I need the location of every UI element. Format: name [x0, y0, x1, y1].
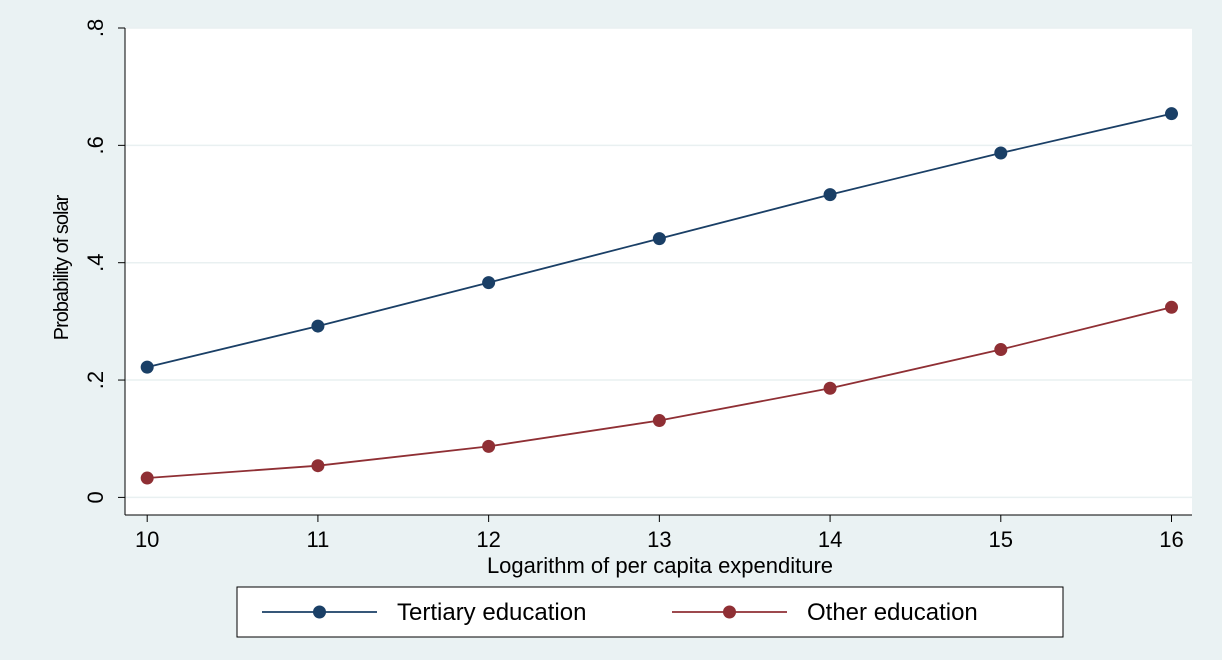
legend-label-other-education: Other education: [807, 599, 978, 626]
y-axis-title: Probability of solar: [51, 194, 73, 340]
legend-items: Tertiary education Other education: [262, 599, 978, 626]
y-tick-label: .2: [83, 371, 108, 389]
grid: [125, 27, 1192, 499]
legend-label-tertiary-education: Tertiary education: [397, 599, 586, 626]
series-point-other-education: [823, 381, 837, 395]
y-tick-label: .4: [83, 254, 108, 272]
x-tick-label: 12: [476, 527, 500, 552]
plot-area: [125, 28, 1192, 515]
axes: [124, 28, 1192, 516]
series-point-tertiary-education: [1165, 107, 1179, 121]
y-tick-label: .8: [83, 19, 108, 37]
legend-marker-tertiary-education: [313, 605, 326, 619]
series-point-tertiary-education: [140, 360, 154, 374]
series-point-tertiary-education: [311, 319, 325, 333]
series-point-other-education: [482, 439, 496, 453]
series-point-tertiary-education: [652, 232, 666, 246]
x-tick-label: 15: [989, 527, 1013, 552]
legend-marker-other-education: [723, 605, 736, 619]
x-tick-label: 10: [135, 527, 159, 552]
series-point-other-education: [652, 414, 666, 428]
series: [140, 107, 1179, 485]
series-point-tertiary-education: [994, 146, 1008, 160]
x-tick-label: 13: [647, 527, 671, 552]
x-axis-title: Logarithm of per capita expenditure: [487, 553, 833, 578]
series-point-tertiary-education: [482, 276, 496, 290]
ticks: 0 .2 .4 .6 .8 10 11 12 13 14 15 16: [83, 19, 1184, 552]
y-tick-label: 0: [83, 491, 108, 503]
x-tick-label: 16: [1159, 527, 1183, 552]
x-tick-label: 14: [818, 527, 842, 552]
series-point-other-education: [1165, 300, 1179, 314]
y-tick-label: .6: [83, 136, 108, 154]
series-point-other-education: [140, 471, 154, 485]
series-point-other-education: [311, 459, 325, 473]
series-point-tertiary-education: [823, 188, 837, 202]
series-point-other-education: [994, 343, 1008, 357]
legend: Tertiary education Other education: [236, 586, 1064, 638]
x-tick-label: 11: [306, 527, 329, 552]
